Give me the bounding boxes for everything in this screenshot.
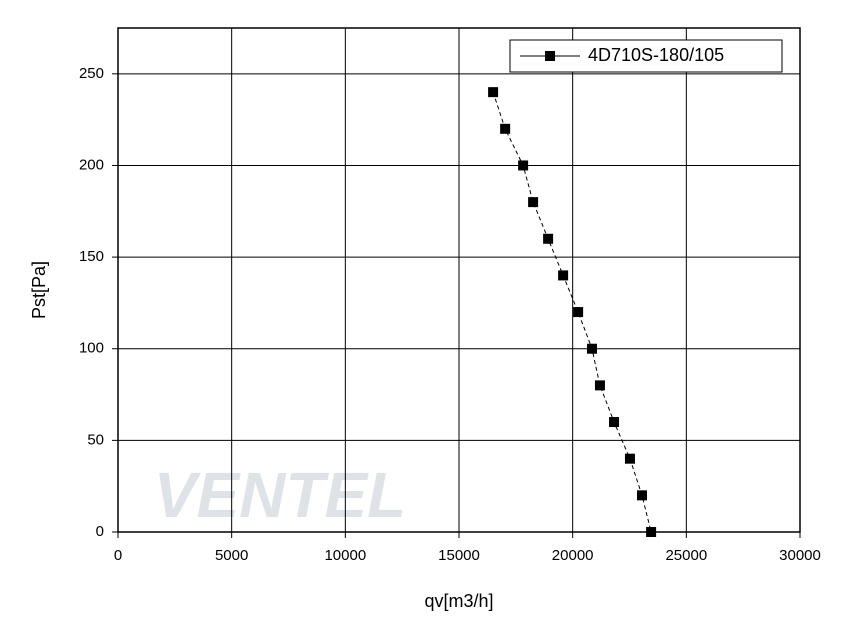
data-point	[586, 343, 597, 354]
data-point	[543, 233, 554, 244]
y-tick-label: 50	[87, 431, 104, 448]
x-tick-label: 5000	[215, 547, 248, 564]
legend-label: 4D710S-180/105	[588, 45, 724, 65]
data-point	[558, 270, 569, 281]
watermark: VENTEL	[154, 459, 406, 531]
x-axis-label: qv[m3/h]	[424, 591, 493, 611]
y-tick-label: 150	[79, 248, 104, 265]
data-point	[646, 527, 657, 537]
y-tick-label: 100	[79, 340, 104, 357]
x-tick-label: 25000	[665, 547, 707, 564]
y-tick-label: 200	[79, 156, 104, 173]
data-point	[488, 87, 499, 98]
data-point	[594, 380, 605, 391]
data-point	[518, 160, 529, 171]
x-tick-label: 10000	[324, 547, 366, 564]
x-tick-label: 30000	[779, 547, 821, 564]
x-tick-label: 0	[114, 547, 122, 564]
legend-box	[509, 39, 783, 73]
y-tick-label: 250	[79, 65, 104, 82]
data-point	[637, 490, 648, 501]
x-tick-label: 20000	[552, 547, 594, 564]
data-point	[573, 307, 584, 318]
plot-frame	[117, 27, 801, 533]
y-axis-label: Pst[Pa]	[29, 261, 49, 319]
x-tick-label: 15000	[438, 547, 480, 564]
data-point	[528, 197, 539, 208]
series-line	[492, 91, 652, 533]
data-point	[624, 453, 635, 464]
y-tick-label: 0	[96, 523, 104, 540]
legend-marker	[545, 51, 555, 61]
data-point	[609, 417, 620, 428]
data-point	[500, 123, 511, 134]
